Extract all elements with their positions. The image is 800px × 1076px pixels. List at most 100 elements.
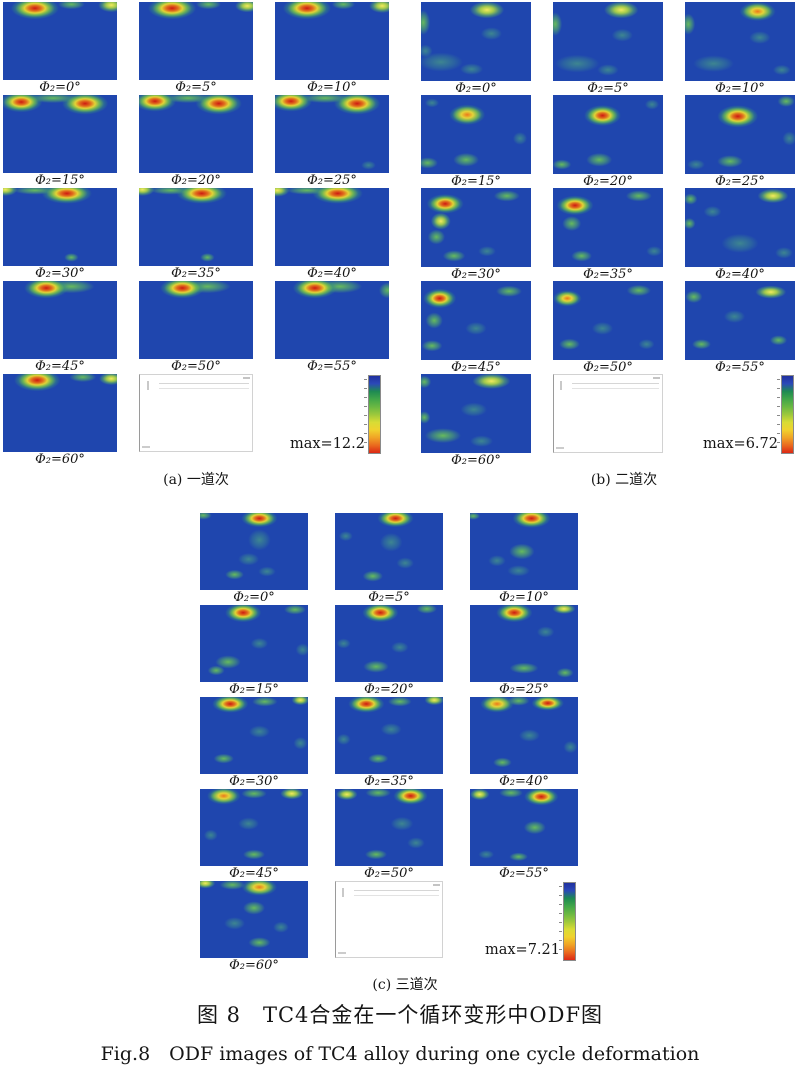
plot-label: Φ₂=35° <box>171 266 221 281</box>
plot-label: Φ₂=15° <box>229 682 279 697</box>
panel-caption: (a) 一道次 <box>163 472 229 488</box>
colorbar <box>781 375 794 454</box>
odf-cell: Φ₂=5° <box>553 2 685 96</box>
legend-frame-box <box>139 374 253 452</box>
odf-cell: Φ₂=15° <box>200 605 335 697</box>
colorbar-ticks <box>559 886 562 956</box>
odf-cell: Φ₂=45° <box>421 281 553 375</box>
figure-caption-en: Fig.8 ODF images of TC4 alloy during one… <box>100 1043 700 1065</box>
odf-plot-b-50 <box>553 281 663 360</box>
odf-plot-a-45 <box>3 281 117 359</box>
odf-cell: Φ₂=20° <box>335 605 470 697</box>
plot-label: Φ₂=40° <box>307 266 357 281</box>
odf-plot-c-20 <box>335 605 443 682</box>
colorbar <box>563 882 576 961</box>
plot-label: Φ₂=45° <box>229 866 279 881</box>
plot-label: Φ₂=10° <box>307 80 357 95</box>
odf-plot-b-45 <box>421 281 531 360</box>
colorbar-ticks <box>364 379 367 449</box>
plot-label: Φ₂=5° <box>587 81 629 96</box>
legend-cell <box>139 374 275 467</box>
plot-label: Φ₂=55° <box>499 866 549 881</box>
legend-frame-mark <box>653 377 660 379</box>
legend-frame-line <box>572 388 659 390</box>
odf-cell: Φ₂=35° <box>553 188 685 282</box>
figure-caption-zh: 图 8 TC4合金在一个循环变形中ODF图 <box>196 1003 604 1027</box>
odf-plot-a-15 <box>3 95 117 173</box>
odf-cell: Φ₂=50° <box>139 281 275 374</box>
max-value-label: max=7.21 <box>484 942 560 958</box>
odf-cell: Φ₂=10° <box>275 2 411 95</box>
odf-cell: Φ₂=40° <box>470 697 605 789</box>
plot-label: Φ₂=50° <box>583 360 633 375</box>
odf-plot-a-30 <box>3 188 117 266</box>
plot-label: Φ₂=50° <box>171 359 221 374</box>
legend-cell <box>335 881 470 973</box>
odf-cell: Φ₂=35° <box>139 188 275 281</box>
odf-plot-b-30 <box>421 188 531 267</box>
odf-plot-c-35 <box>335 697 443 774</box>
odf-plot-c-15 <box>200 605 308 682</box>
odf-plot-c-25 <box>470 605 578 682</box>
legend-frame-mark <box>560 381 563 391</box>
odf-cell: Φ₂=55° <box>470 789 605 881</box>
legend-frame-mark <box>142 446 150 448</box>
odf-plot-b-0 <box>421 2 531 81</box>
plot-label: Φ₂=30° <box>229 774 279 789</box>
plot-label: Φ₂=10° <box>499 590 549 605</box>
odf-cell: Φ₂=40° <box>275 188 411 281</box>
plot-label: Φ₂=20° <box>583 174 633 189</box>
odf-plot-b-60 <box>421 374 531 453</box>
legend-frame-line <box>354 894 439 896</box>
legend-frame-mark <box>556 447 564 449</box>
odf-plot-a-5 <box>139 2 253 80</box>
odf-plot-c-10 <box>470 513 578 590</box>
plot-label: Φ₂=60° <box>35 452 85 467</box>
colorbar-ticks <box>777 379 780 449</box>
odf-plot-a-50 <box>139 281 253 359</box>
odf-plot-c-50 <box>335 789 443 866</box>
odf-cell: Φ₂=25° <box>470 605 605 697</box>
odf-plot-c-0 <box>200 513 308 590</box>
odf-cell: Φ₂=0° <box>3 2 139 95</box>
odf-cell: Φ₂=45° <box>200 789 335 881</box>
plot-label: Φ₂=40° <box>715 267 765 282</box>
plot-label: Φ₂=10° <box>715 81 765 96</box>
colorbar-cell: max=6.72 <box>685 374 800 467</box>
panel-c-three-pass: Φ₂=0° Φ₂=5° Φ₂=10° Φ₂=15° Φ₂=20° Φ₂=25° Φ₂=30°… <box>200 513 605 993</box>
legend-frame-mark <box>243 377 250 379</box>
plot-label: Φ₂=45° <box>451 360 501 375</box>
odf-cell: Φ₂=50° <box>335 789 470 881</box>
legend-frame-line <box>159 382 249 384</box>
odf-cell: Φ₂=5° <box>139 2 275 95</box>
odf-plot-a-35 <box>139 188 253 266</box>
plot-label: Φ₂=45° <box>35 359 85 374</box>
odf-cell: Φ₂=50° <box>553 281 685 375</box>
odf-plot-c-55 <box>470 789 578 866</box>
colorbar-cell: max=7.21 <box>470 881 605 973</box>
plot-label: Φ₂=25° <box>499 682 549 697</box>
panel-caption: (b) 二道次 <box>590 472 658 488</box>
plot-label: Φ₂=20° <box>171 173 221 188</box>
plot-label: Φ₂=60° <box>229 958 279 973</box>
legend-frame-mark <box>433 884 440 886</box>
odf-cell: Φ₂=10° <box>685 2 800 96</box>
odf-plot-a-10 <box>275 2 389 80</box>
odf-plot-b-20 <box>553 95 663 174</box>
odf-plot-c-60 <box>200 881 308 958</box>
odf-plot-c-40 <box>470 697 578 774</box>
odf-cell: Φ₂=20° <box>139 95 275 188</box>
odf-cell: Φ₂=15° <box>3 95 139 188</box>
odf-plot-b-40 <box>685 188 795 267</box>
odf-plot-c-30 <box>200 697 308 774</box>
plot-label: Φ₂=0° <box>233 590 275 605</box>
plot-label: Φ₂=55° <box>715 360 765 375</box>
odf-plot-c-5 <box>335 513 443 590</box>
legend-frame-box <box>335 881 443 958</box>
odf-plot-b-55 <box>685 281 795 360</box>
odf-cell: Φ₂=0° <box>421 2 553 96</box>
legend-cell <box>553 374 685 467</box>
odf-cell: Φ₂=5° <box>335 513 470 605</box>
odf-cell: Φ₂=20° <box>553 95 685 189</box>
